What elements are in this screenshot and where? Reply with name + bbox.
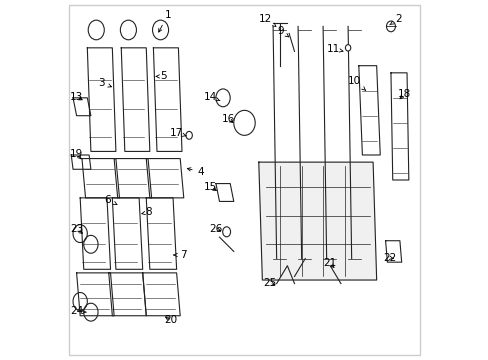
Polygon shape — [77, 273, 114, 316]
Text: 11: 11 — [326, 44, 342, 54]
Polygon shape — [121, 48, 149, 152]
Text: 16: 16 — [222, 114, 235, 124]
Text: 14: 14 — [203, 92, 220, 102]
Polygon shape — [146, 158, 183, 198]
Text: 20: 20 — [164, 315, 178, 325]
Text: 6: 6 — [104, 195, 117, 204]
Text: 23: 23 — [70, 224, 83, 234]
Polygon shape — [153, 48, 182, 152]
Polygon shape — [73, 98, 91, 116]
Text: 3: 3 — [98, 78, 111, 88]
Ellipse shape — [120, 20, 136, 40]
Text: 12: 12 — [259, 14, 275, 27]
Text: 25: 25 — [263, 278, 276, 288]
Polygon shape — [146, 198, 176, 269]
Text: 8: 8 — [142, 207, 152, 217]
Text: 15: 15 — [204, 182, 217, 192]
Text: 7: 7 — [174, 250, 186, 260]
Polygon shape — [108, 273, 146, 316]
Text: 5: 5 — [156, 71, 166, 81]
Text: 13: 13 — [70, 92, 83, 102]
Polygon shape — [82, 158, 119, 198]
Ellipse shape — [216, 89, 230, 107]
Ellipse shape — [386, 21, 395, 32]
Text: 18: 18 — [397, 89, 410, 99]
Polygon shape — [87, 48, 116, 152]
Polygon shape — [142, 273, 180, 316]
Polygon shape — [358, 66, 380, 155]
Text: 10: 10 — [347, 76, 365, 90]
Text: 22: 22 — [383, 253, 396, 263]
Text: 26: 26 — [209, 224, 222, 234]
Text: 1: 1 — [159, 10, 171, 32]
Text: 21: 21 — [322, 258, 335, 268]
Ellipse shape — [233, 111, 255, 135]
Polygon shape — [258, 162, 376, 280]
Polygon shape — [80, 198, 110, 269]
Text: 24: 24 — [70, 306, 86, 316]
Text: 17: 17 — [170, 128, 186, 138]
Ellipse shape — [185, 131, 192, 139]
Text: 9: 9 — [276, 26, 288, 37]
Ellipse shape — [152, 20, 168, 40]
Text: 4: 4 — [187, 167, 204, 177]
Polygon shape — [114, 158, 151, 198]
Text: 2: 2 — [389, 14, 401, 25]
Polygon shape — [385, 241, 401, 262]
Polygon shape — [71, 155, 91, 169]
Text: 19: 19 — [70, 149, 83, 159]
Polygon shape — [112, 198, 142, 269]
Ellipse shape — [222, 227, 230, 237]
Ellipse shape — [345, 45, 350, 51]
Polygon shape — [390, 73, 408, 180]
Ellipse shape — [88, 20, 104, 40]
